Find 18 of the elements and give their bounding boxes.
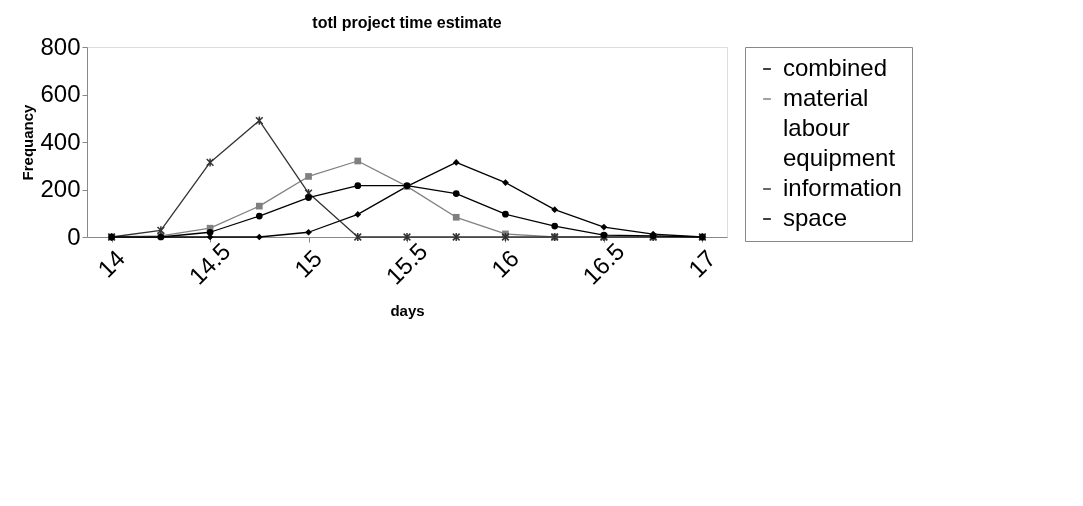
- x-tick-label: 15: [288, 244, 327, 283]
- legend-label: information: [783, 174, 902, 201]
- y-axis-title: Frequancy: [19, 103, 37, 181]
- y-tick-label: 200: [40, 175, 81, 202]
- text: labour: [783, 114, 850, 141]
- y-tick-label: 400: [40, 127, 81, 155]
- x-axis-title: days: [390, 301, 425, 319]
- legend-label: combined: [783, 54, 888, 81]
- chart-title: totl project time estimate: [312, 14, 502, 31]
- y-tick-label: 0: [67, 222, 81, 250]
- x-tick-label: 17: [682, 244, 721, 283]
- legend-label: material: [783, 84, 869, 111]
- x-tick-label: 16: [485, 244, 524, 283]
- y-tick-label: 800: [40, 32, 81, 60]
- legend-label: space: [783, 204, 848, 231]
- text: equipment: [783, 144, 896, 171]
- x-tick-label: 14: [92, 244, 131, 283]
- y-tick-label: 600: [40, 80, 81, 107]
